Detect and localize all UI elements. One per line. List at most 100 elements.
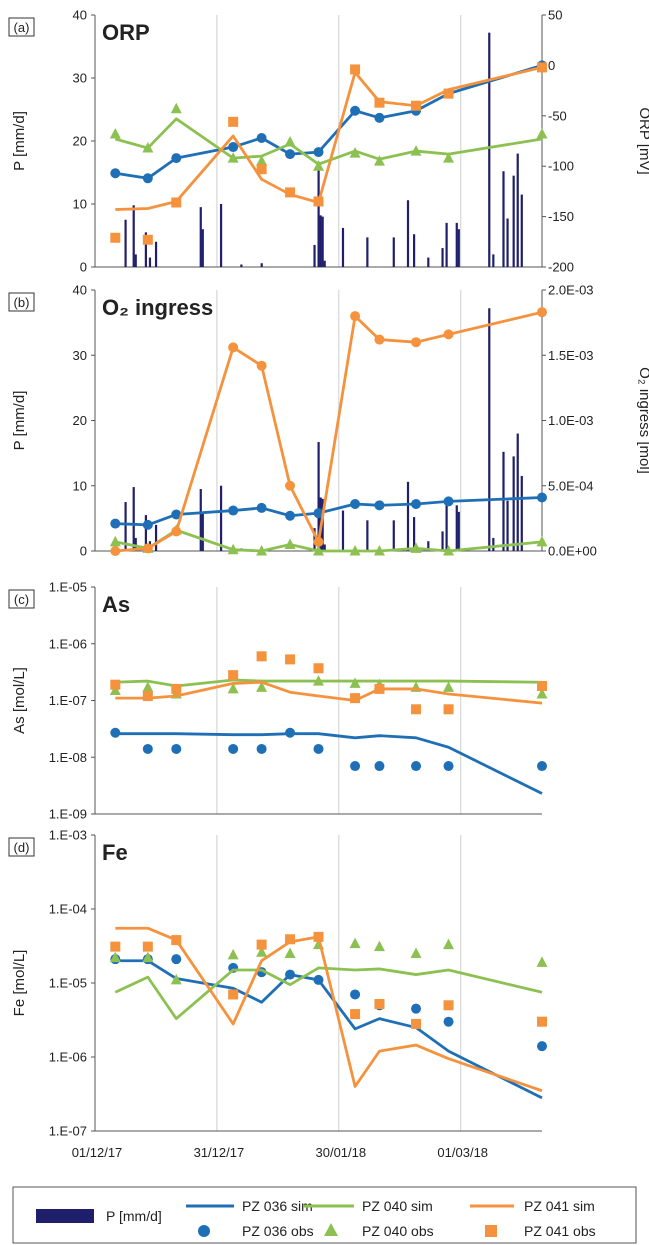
obs-marker-square: [228, 116, 239, 127]
obs-marker-square: [313, 931, 324, 942]
legend-pz036-obs-label: PZ 036 obs: [242, 1223, 314, 1239]
obs-marker-triangle: [109, 951, 121, 963]
precip-bar: [502, 171, 505, 267]
precip-bar: [313, 244, 316, 267]
obs-marker-circle: [537, 492, 547, 503]
obs-marker-triangle: [227, 543, 239, 555]
legend-pz041-obs-swatch: [485, 1225, 497, 1237]
right-tick-label: 0.0E+00: [548, 544, 597, 559]
precip-bar: [260, 263, 263, 267]
y-axis-label-left: As [mol/L]: [11, 667, 28, 734]
obs-marker-square: [228, 989, 239, 1000]
left-tick-label: 1.E-03: [49, 828, 87, 843]
precip-bar: [445, 222, 448, 267]
legend-precip-label: P [mm/d]: [106, 1208, 162, 1224]
obs-marker-square: [171, 935, 182, 946]
obs-marker-square: [443, 704, 454, 715]
y-axis-label-left: P [mm/d]: [11, 111, 28, 171]
obs-marker-circle: [110, 168, 121, 179]
obs-marker-circle: [171, 954, 182, 965]
obs-marker-circle: [228, 142, 239, 153]
obs-marker-square: [171, 683, 182, 694]
right-tick-label: -150: [548, 209, 574, 224]
obs-marker-circle: [110, 518, 121, 529]
left-tick-label: 30: [73, 348, 87, 363]
legend: P [mm/d] PZ 036 sim PZ 040 sim PZ 041 sim PZ…: [12, 1186, 637, 1244]
obs-marker-triangle: [313, 545, 324, 556]
left-tick-label: 1.E-07: [49, 693, 87, 708]
obs-marker-square: [285, 934, 296, 945]
right-tick-label: 50: [548, 8, 562, 23]
precip-bar: [406, 481, 410, 551]
obs-marker-circle: [313, 974, 324, 985]
precip-bar: [134, 537, 137, 551]
obs-marker-circle: [443, 1016, 454, 1027]
obs-marker-circle: [285, 480, 296, 491]
obs-marker-circle: [142, 519, 153, 530]
obs-marker-circle: [411, 1003, 422, 1014]
obs-marker-triangle: [536, 535, 548, 547]
obs-marker-circle: [350, 105, 361, 116]
obs-marker-triangle: [536, 127, 548, 139]
left-tick-label: 1.E-09: [49, 807, 87, 822]
precip-bar: [124, 219, 127, 267]
obs-marker-triangle: [349, 545, 361, 556]
y-axis-label-left: Fe [mol/L]: [11, 950, 28, 1017]
obs-marker-triangle: [142, 142, 154, 153]
panel-title: ORP: [102, 20, 150, 45]
precip-bar: [154, 524, 158, 551]
legend-pz040-obs-label: PZ 040 obs: [362, 1223, 434, 1239]
obs-marker-triangle: [443, 681, 455, 692]
obs-marker-circle: [411, 337, 422, 348]
obs-marker-triangle: [284, 538, 296, 549]
obs-marker-circle: [256, 132, 267, 143]
x-tick-label: 30/01/18: [316, 1145, 367, 1160]
obs-marker-square: [256, 651, 267, 662]
legend-pz036-sim-label: PZ 036 sim: [242, 1198, 313, 1214]
left-tick-label: 30: [73, 71, 87, 86]
left-tick-label: 1.E-06: [49, 1050, 87, 1065]
obs-marker-square: [537, 62, 547, 73]
obs-marker-circle: [256, 743, 267, 754]
precip-bar: [457, 229, 460, 267]
obs-marker-circle: [171, 743, 182, 754]
obs-marker-circle: [142, 173, 153, 184]
precip-bar: [392, 520, 395, 551]
obs-marker-circle: [256, 502, 267, 513]
panel-label-box: [8, 292, 35, 312]
precip-bar: [502, 451, 505, 551]
obs-marker-triangle: [227, 682, 239, 694]
precip-bar: [506, 500, 509, 551]
legend-pz041-obs-label: PZ 041 obs: [524, 1223, 596, 1239]
panel-label: (b): [14, 295, 30, 310]
obs-marker-square: [350, 64, 361, 75]
obs-marker-triangle: [227, 152, 239, 163]
left-tick-label: 0: [80, 544, 87, 559]
obs-marker-square: [443, 1000, 454, 1011]
panel-orp: 0 10 20 30 40 -200 -150 -100 -50 0 50 P [mm/d] ORP […: [8, 8, 649, 275]
obs-marker-square: [411, 704, 422, 715]
obs-marker-circle: [537, 761, 547, 772]
obs-marker-triangle: [256, 681, 268, 692]
panel-o-ingress: 0 10 20 30 40 0.0E+00 5.0E-04 1.0E-03 1.5E-03 2.0…: [8, 283, 649, 559]
obs-marker-circle: [171, 526, 182, 537]
left-tick-label: 1.E-06: [49, 636, 87, 651]
obs-marker-triangle: [284, 136, 296, 147]
obs-marker-circle: [443, 329, 454, 340]
right-tick-label: 5.0E-04: [548, 478, 594, 493]
obs-marker-circle: [374, 500, 385, 511]
series-line: [115, 310, 543, 553]
legend-pz040-sim-label: PZ 040 sim: [362, 1198, 433, 1214]
right-tick-label: -50: [548, 108, 567, 123]
obs-marker-triangle: [373, 545, 385, 556]
obs-marker-circle: [374, 112, 385, 123]
precip-bar: [199, 207, 202, 267]
obs-marker-circle: [285, 510, 296, 521]
obs-marker-square: [256, 939, 267, 950]
left-tick-label: 1.E-05: [49, 580, 87, 595]
precip-bar: [457, 511, 460, 551]
obs-marker-circle: [411, 761, 422, 772]
obs-marker-circle: [228, 342, 239, 353]
obs-marker-triangle: [349, 147, 361, 158]
obs-marker-square: [443, 88, 454, 99]
